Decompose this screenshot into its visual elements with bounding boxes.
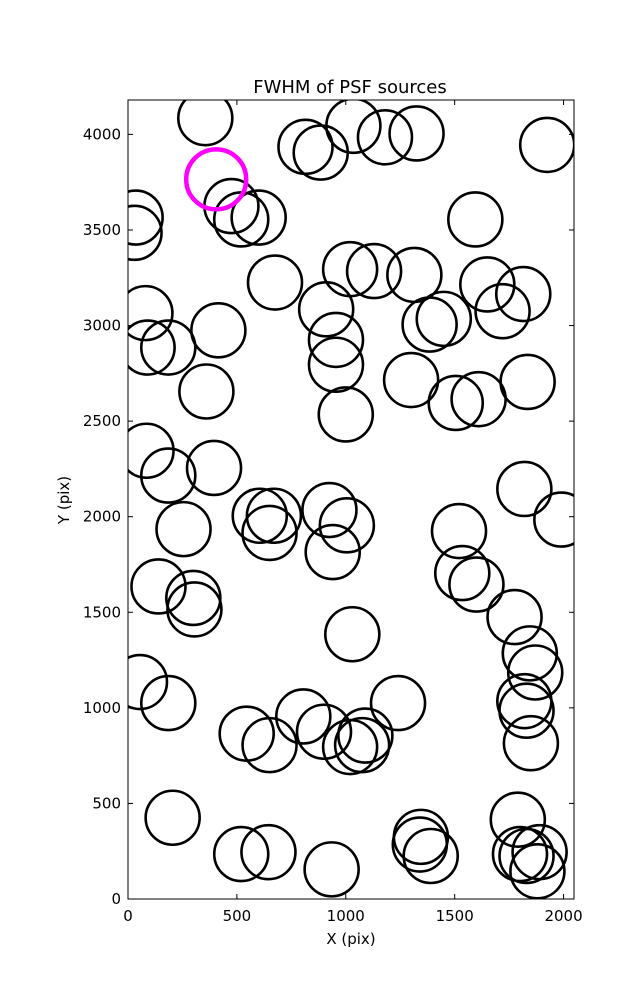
source-marker — [402, 827, 460, 885]
source-marker — [307, 336, 365, 394]
source-marker — [337, 707, 394, 764]
source-marker — [303, 841, 360, 898]
source-marker — [450, 370, 507, 428]
x-tick-label: 2000 — [544, 907, 582, 925]
source-marker — [246, 254, 304, 311]
source-marker — [345, 242, 403, 300]
x-tick-label: 1000 — [327, 907, 365, 925]
source-marker — [295, 703, 353, 761]
source-marker — [494, 265, 552, 323]
source-marker — [325, 100, 382, 155]
source-marker — [218, 705, 275, 762]
source-marker — [501, 625, 559, 682]
source-marker — [509, 842, 566, 899]
source-marker — [474, 282, 531, 340]
source-marker — [317, 386, 375, 443]
source-marker — [240, 823, 297, 881]
highlighted-source-marker — [183, 147, 249, 212]
source-marker — [499, 353, 556, 411]
source-marker — [382, 351, 440, 409]
source-marker — [231, 487, 289, 545]
source-marker — [241, 504, 298, 562]
source-marker — [356, 108, 414, 166]
source-marker — [333, 716, 391, 774]
source-marker — [155, 500, 212, 558]
source-marker — [128, 204, 163, 262]
source-marker — [301, 481, 358, 539]
source-marker — [401, 296, 458, 353]
y-tick-label: 2000 — [83, 508, 121, 526]
source-marker — [318, 497, 376, 554]
source-marker — [128, 653, 169, 711]
source-marker — [190, 302, 247, 359]
source-marker — [324, 605, 381, 663]
source-marker — [448, 556, 505, 613]
source-marker — [427, 374, 485, 432]
source-marker — [139, 319, 197, 376]
source-marker — [459, 256, 516, 313]
source-marker — [433, 544, 491, 602]
source-marker — [391, 816, 449, 873]
source-marker — [128, 189, 164, 246]
x-tick-label: 1500 — [436, 907, 474, 925]
y-tick-label: 1000 — [83, 699, 121, 717]
source-marker — [297, 281, 355, 338]
source-marker — [304, 523, 362, 581]
source-marker — [489, 791, 547, 848]
y-tick-label: 0 — [111, 890, 121, 908]
source-marker — [430, 502, 488, 560]
x-axis-label: X (pix) — [326, 930, 375, 948]
source-marker — [292, 124, 350, 181]
source-marker — [511, 823, 568, 881]
source-marker — [230, 189, 287, 246]
source-marker — [518, 116, 574, 174]
source-marker — [130, 558, 187, 615]
source-marker — [212, 825, 270, 883]
source-marker — [506, 644, 564, 701]
y-tick-label: 500 — [92, 794, 121, 812]
source-marker — [241, 716, 298, 774]
source-marker — [496, 460, 553, 518]
y-tick-label: 2500 — [83, 412, 121, 430]
y-tick-label: 1500 — [83, 603, 121, 621]
plot-frame — [127, 99, 575, 900]
x-tick-label: 0 — [123, 907, 133, 925]
source-marker — [139, 674, 197, 732]
source-marker — [139, 447, 197, 504]
source-marker — [128, 319, 176, 376]
source-marker — [275, 688, 332, 745]
source-marker — [533, 491, 574, 548]
source-marker — [486, 588, 543, 646]
source-marker — [128, 284, 174, 342]
y-tick-label: 3000 — [83, 317, 121, 335]
source-marker — [307, 311, 365, 369]
y-tick-label: 3500 — [83, 221, 121, 239]
source-marker — [245, 487, 303, 545]
y-axis-label: Y (pix) — [55, 476, 73, 525]
source-marker — [415, 290, 473, 348]
source-marker — [144, 789, 201, 847]
source-marker — [177, 100, 234, 147]
source-marker — [502, 714, 560, 772]
source-marker — [166, 581, 223, 638]
source-marker — [321, 240, 379, 298]
source-marker — [388, 105, 445, 162]
axis-ticks: 0 500 1000 1500 2000 0 500 1000 1500 2000 2500 3000… — [83, 100, 583, 925]
source-marker — [447, 191, 504, 248]
source-marker — [178, 363, 235, 420]
source-marker — [277, 118, 334, 176]
source-marker — [498, 682, 555, 740]
chart-title: FWHM of PSF sources — [253, 77, 447, 98]
source-marker — [185, 439, 243, 497]
source-marker — [369, 674, 427, 732]
data-markers — [128, 100, 574, 899]
x-tick-label: 500 — [223, 907, 252, 925]
source-marker — [165, 569, 222, 627]
source-marker — [128, 422, 175, 480]
y-tick-label: 4000 — [83, 125, 121, 143]
